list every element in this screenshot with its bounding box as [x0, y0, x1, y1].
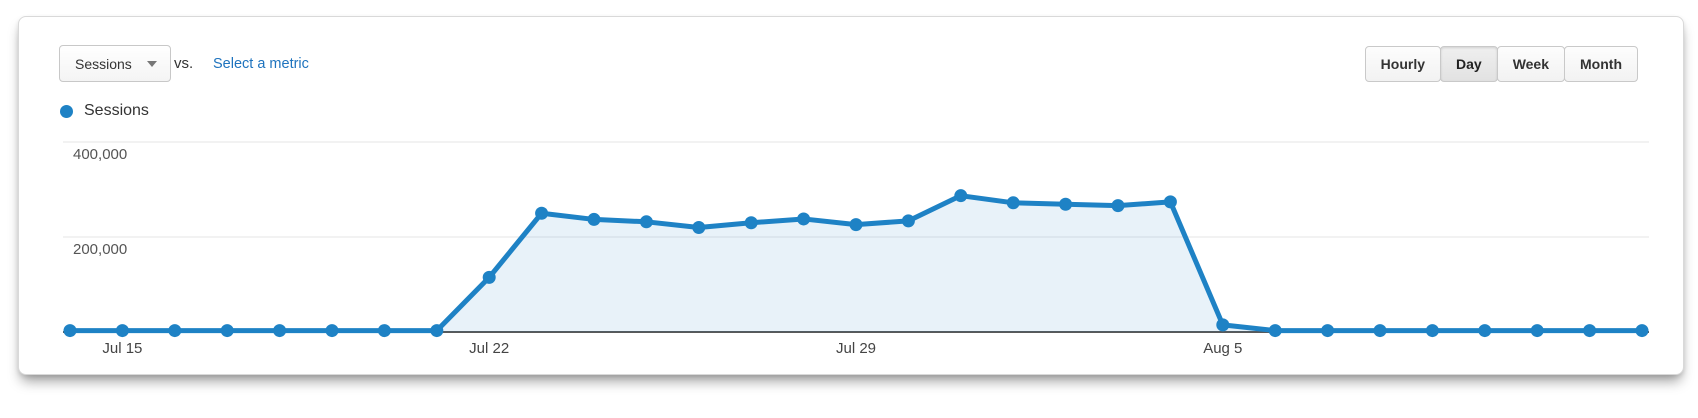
y-axis-tick-label: 400,000	[73, 146, 127, 163]
data-point-jul-26[interactable]	[692, 221, 706, 234]
chevron-down-icon	[146, 60, 157, 67]
data-point-aug-6[interactable]	[1268, 324, 1282, 338]
metric-dropdown-label: Sessions	[75, 55, 132, 72]
data-point-jul-28[interactable]	[797, 212, 811, 226]
data-point-jul-22[interactable]	[482, 270, 496, 284]
data-point-aug-4[interactable]	[1163, 195, 1177, 209]
sessions-chart: 400,000 200,000 Jul 15 Jul 22 Jul 29 Aug 5	[63, 141, 1649, 357]
granularity-button-hourly[interactable]: Hourly	[1364, 46, 1441, 82]
data-point-jul-27[interactable]	[744, 216, 758, 230]
legend-label: Sessions	[84, 102, 149, 119]
data-point-aug-3[interactable]	[1111, 199, 1125, 213]
data-point-aug-9[interactable]	[1425, 324, 1439, 338]
series-area-fill	[70, 195, 1642, 332]
x-axis-tick-label: Jul 15	[102, 340, 142, 357]
x-axis-tick-label: Jul 22	[469, 340, 509, 357]
data-point-aug-12[interactable]	[1583, 324, 1597, 338]
granularity-button-day[interactable]: Day	[1440, 46, 1498, 82]
legend-dot-icon	[60, 104, 73, 118]
data-point-aug-5[interactable]	[1216, 318, 1230, 332]
data-point-aug-8[interactable]	[1373, 324, 1387, 338]
legend: Sessions	[60, 102, 149, 120]
x-axis-tick-label: Aug 5	[1203, 340, 1242, 357]
data-point-jul-20[interactable]	[377, 324, 391, 338]
chart-area: 400,000 200,000 Jul 15 Jul 22 Jul 29 Aug 5	[19, 124, 1683, 374]
data-point-jul-19[interactable]	[325, 324, 339, 338]
data-point-jul-21[interactable]	[430, 324, 444, 338]
data-point-jul-16[interactable]	[168, 324, 182, 338]
data-point-jul-31[interactable]	[954, 189, 968, 203]
data-point-jul-23[interactable]	[535, 206, 549, 220]
x-axis-tick-label: Jul 29	[836, 340, 876, 357]
data-point-aug-1[interactable]	[1006, 196, 1020, 210]
vs-label: vs.	[174, 55, 194, 72]
y-axis-tick-label: 200,000	[73, 241, 127, 258]
data-point-aug-13[interactable]	[1635, 324, 1649, 338]
data-point-jul-15[interactable]	[115, 324, 129, 338]
data-point-aug-10[interactable]	[1478, 324, 1492, 338]
granularity-button-week[interactable]: Week	[1496, 46, 1566, 82]
granularity-button-month[interactable]: Month	[1564, 46, 1638, 82]
data-point-jul-14[interactable]	[63, 324, 77, 338]
data-point-jul-29[interactable]	[849, 218, 863, 232]
data-point-aug-11[interactable]	[1530, 324, 1544, 338]
data-point-jul-24[interactable]	[587, 212, 601, 226]
granularity-button-group: Hourly Day Week Month	[1364, 46, 1638, 82]
data-point-jul-18[interactable]	[273, 324, 287, 338]
data-point-jul-25[interactable]	[639, 215, 653, 229]
data-point-aug-2[interactable]	[1059, 197, 1073, 211]
select-metric-link[interactable]: Select a metric	[213, 55, 309, 72]
metric-dropdown[interactable]: Sessions	[59, 45, 171, 82]
chart-panel: Sessions vs. Select a metric Hourly Day …	[18, 16, 1684, 375]
data-point-jul-17[interactable]	[220, 324, 234, 338]
data-point-jul-30[interactable]	[901, 214, 915, 228]
data-point-aug-7[interactable]	[1321, 324, 1335, 338]
